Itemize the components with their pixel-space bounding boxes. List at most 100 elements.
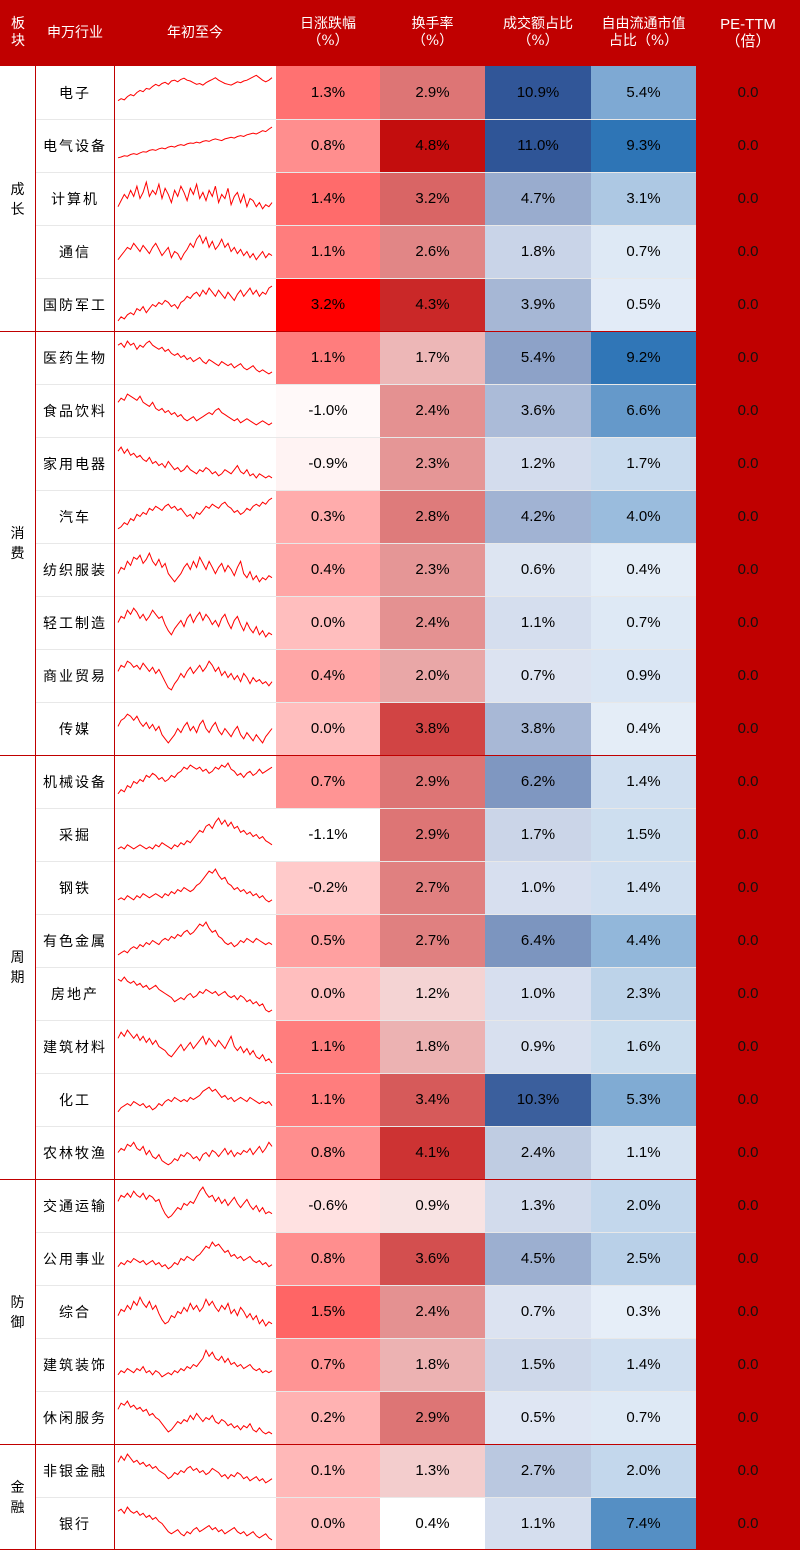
pe-ttm-value: 0.0 [696, 649, 800, 702]
industry-name: 计算机 [51, 191, 99, 208]
ytd-sparkline [117, 180, 273, 210]
row-divider [36, 437, 696, 438]
pe-ttm-value: 0.0 [696, 808, 800, 861]
header-ytd: 年初至今 [114, 0, 276, 66]
industry-name: 国防军工 [43, 297, 107, 314]
industry-name: 采掘 [59, 827, 91, 844]
industry-name: 轻工制造 [43, 615, 107, 632]
daily-change-value: 0.7% [276, 755, 380, 808]
row-divider [36, 490, 696, 491]
float-mv-share-value: 3.1% [591, 172, 696, 225]
float-mv-share-value: 2.5% [591, 1232, 696, 1285]
volume-share-value: 3.8% [485, 702, 591, 755]
industry-name: 食品饮料 [43, 403, 107, 420]
float-mv-share-value: 1.6% [591, 1020, 696, 1073]
volume-share-value: 1.1% [485, 596, 591, 649]
daily-change-value: 3.2% [276, 278, 380, 331]
ytd-sparkline [117, 1506, 273, 1541]
row-divider [36, 967, 696, 968]
volume-share-value: 4.7% [485, 172, 591, 225]
pe-ttm-value: 0.0 [696, 490, 800, 543]
ytd-sparkline [117, 976, 273, 1013]
sparkline-series [117, 126, 273, 159]
float-mv-share-value: 0.4% [591, 543, 696, 596]
pe-ttm-value: 0.0 [696, 1073, 800, 1126]
daily-change-value: 1.5% [276, 1285, 380, 1338]
industry-name: 汽车 [59, 509, 91, 526]
float-mv-share-value: 0.7% [591, 596, 696, 649]
volume-share-value: 6.4% [485, 914, 591, 967]
sparkline-series [117, 1400, 273, 1435]
daily-change-value: 0.0% [276, 596, 380, 649]
ytd-sparkline [117, 607, 273, 638]
daily-change-value: -1.1% [276, 808, 380, 861]
float-mv-share-value: 1.7% [591, 437, 696, 490]
industry-name: 家用电器 [43, 456, 107, 473]
turnover-value: 4.8% [380, 119, 485, 172]
ytd-sparkline [117, 1348, 273, 1378]
pe-ttm-value: 0.0 [696, 1391, 800, 1444]
sparkline-series [117, 1029, 273, 1064]
industry-name: 房地产 [51, 986, 99, 1003]
industry-name: 建筑装饰 [43, 1357, 107, 1374]
ytd-sparkline [117, 234, 273, 261]
row-divider [0, 1179, 800, 1180]
pe-ttm-value: 0.0 [696, 1285, 800, 1338]
sparkline-series [117, 393, 273, 426]
volume-share-value: 1.0% [485, 967, 591, 1020]
turnover-value: 3.4% [380, 1073, 485, 1126]
turnover-value: 2.3% [380, 543, 485, 596]
industry-name: 交通运输 [43, 1198, 107, 1215]
daily-change-value: 0.8% [276, 1232, 380, 1285]
turnover-value: 2.9% [380, 1391, 485, 1444]
ytd-sparkline [117, 1029, 273, 1064]
turnover-value: 2.9% [380, 808, 485, 861]
industry-name: 电气设备 [43, 138, 107, 155]
row-divider [36, 1338, 696, 1339]
float-mv-share-value: 0.3% [591, 1285, 696, 1338]
volume-share-value: 1.0% [485, 861, 591, 914]
float-mv-share-value: 1.4% [591, 861, 696, 914]
ytd-sparkline [117, 868, 273, 903]
turnover-value: 4.3% [380, 278, 485, 331]
ytd-sparkline [117, 1186, 273, 1219]
volume-share-value: 11.0% [485, 119, 591, 172]
daily-change-value: 0.0% [276, 1497, 380, 1550]
sparkline-series [117, 551, 273, 583]
pe-ttm-value: 0.0 [696, 755, 800, 808]
row-divider [36, 1020, 696, 1021]
row-divider [36, 1232, 696, 1233]
industry-name: 公用事业 [43, 1251, 107, 1268]
turnover-value: 1.2% [380, 967, 485, 1020]
sparkline-series [117, 868, 273, 903]
turnover-value: 2.6% [380, 225, 485, 278]
turnover-value: 2.4% [380, 1285, 485, 1338]
daily-change-value: 0.2% [276, 1391, 380, 1444]
volume-share-value: 0.7% [485, 1285, 591, 1338]
ytd-sparkline [117, 340, 273, 375]
row-divider [36, 225, 696, 226]
turnover-value: 0.9% [380, 1179, 485, 1232]
daily-change-value: 0.0% [276, 967, 380, 1020]
row-divider [36, 119, 696, 120]
ytd-sparkline [117, 393, 273, 426]
row-divider [36, 543, 696, 544]
daily-change-value: 0.8% [276, 119, 380, 172]
daily-change-value: 0.1% [276, 1444, 380, 1497]
ytd-sparkline [117, 817, 273, 850]
ytd-sparkline [117, 446, 273, 479]
ytd-sparkline [117, 1141, 273, 1166]
ytd-sparkline [117, 1295, 273, 1327]
row-divider [36, 596, 696, 597]
pe-ttm-value: 0.0 [696, 861, 800, 914]
pe-ttm-value: 0.0 [696, 1232, 800, 1285]
pe-ttm-value: 0.0 [696, 331, 800, 384]
industry-name: 商业贸易 [43, 668, 107, 685]
industry-name: 纺织服装 [43, 562, 107, 579]
sparkline-series [117, 607, 273, 638]
header-sector: 板 块 [0, 0, 36, 66]
row-divider [36, 808, 696, 809]
float-mv-share-value: 1.1% [591, 1126, 696, 1179]
sector-label: 防 御 [10, 1294, 26, 1331]
turnover-value: 1.8% [380, 1020, 485, 1073]
